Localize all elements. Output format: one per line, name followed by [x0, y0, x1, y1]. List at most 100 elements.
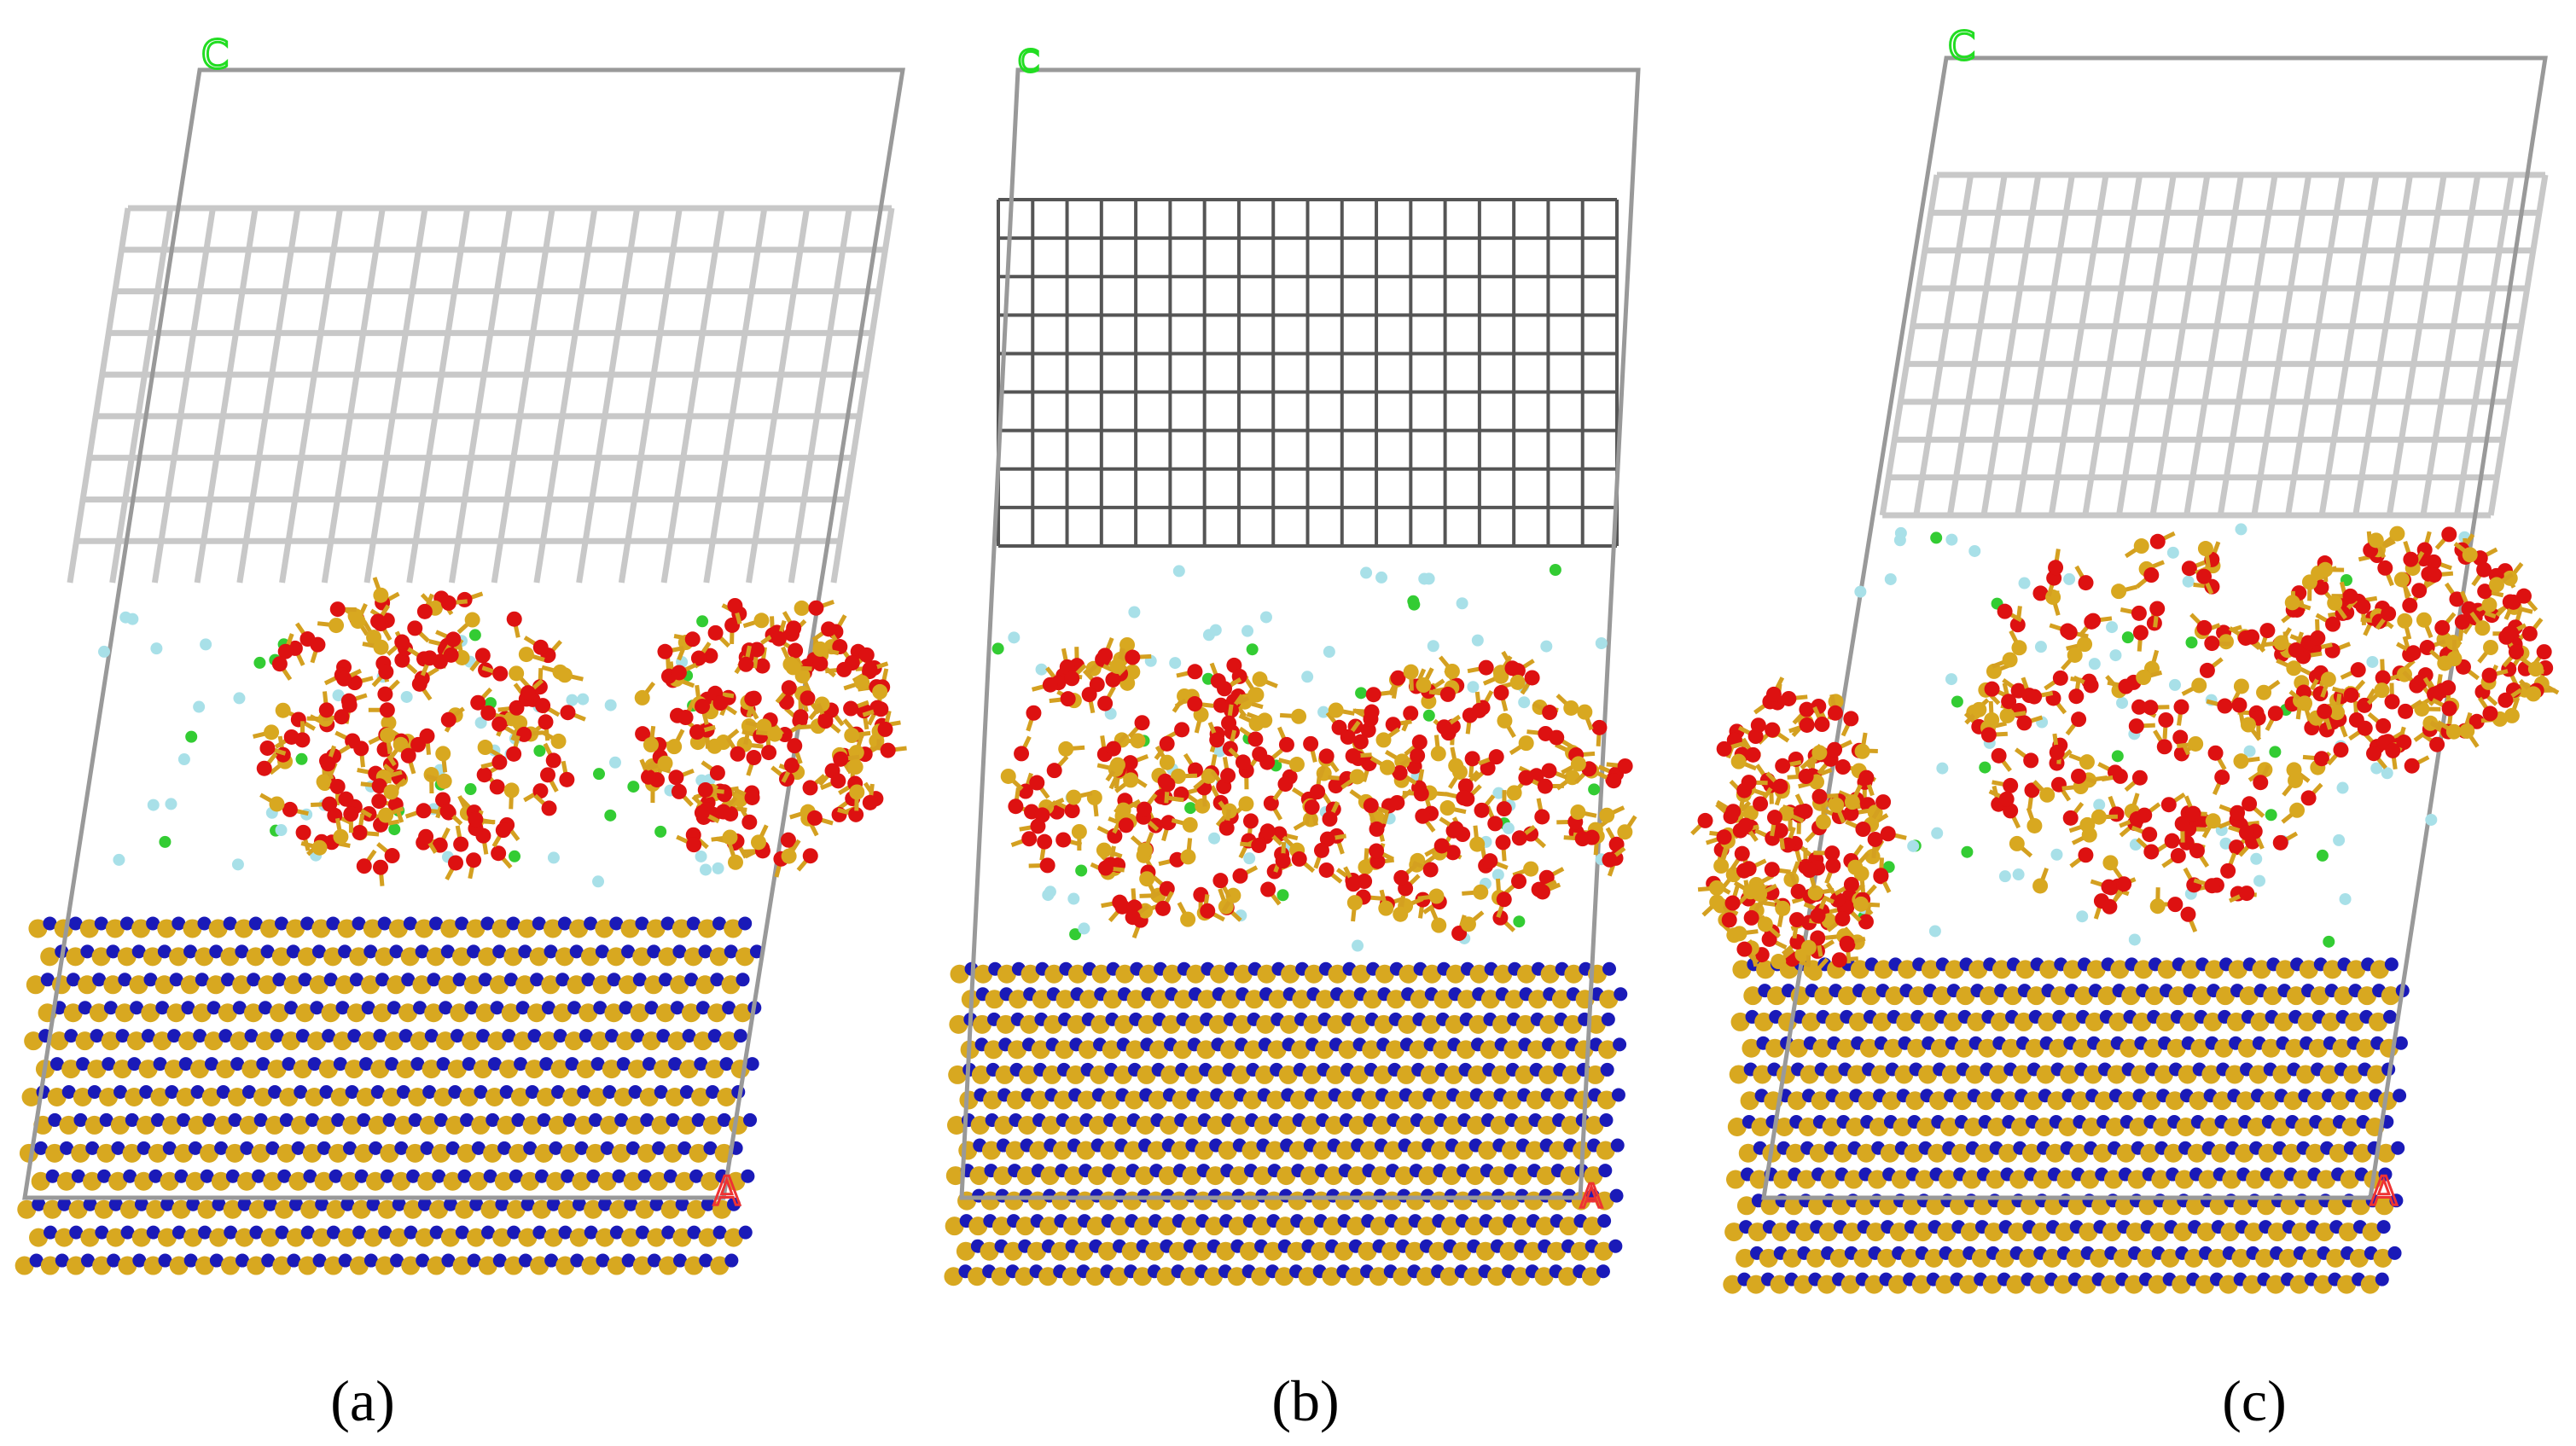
atom-gold [375, 1256, 395, 1275]
atom-gold [2011, 1118, 2031, 1136]
atom-blue [553, 1029, 567, 1043]
atom-gold [2282, 1143, 2301, 1163]
atom-gold [1018, 1116, 1038, 1135]
ion [1854, 585, 1867, 598]
atom-silicon [329, 618, 345, 634]
atom-gold [1184, 1065, 1204, 1084]
atom-gold [166, 1003, 186, 1023]
atom-gold [405, 1143, 425, 1163]
atom-blue [460, 1112, 474, 1127]
atom-blue [455, 1225, 469, 1240]
atom-gold [1523, 1241, 1543, 1261]
atom-gold [157, 919, 177, 938]
atom-gold [1814, 986, 1834, 1006]
atom-blue [322, 1029, 336, 1043]
atom-gold [452, 1256, 472, 1275]
ion [165, 798, 177, 810]
atom-gold [235, 1228, 254, 1247]
atom-oxygen [2116, 876, 2132, 892]
atom-gold [2006, 1275, 2026, 1294]
atom-gold [2116, 1143, 2136, 1163]
atom-silicon [2136, 670, 2152, 686]
atom-blue [97, 1169, 112, 1183]
atom-gold [2151, 1170, 2171, 1189]
atom-oxygen [2375, 670, 2391, 686]
atom-oxygen [1349, 769, 1365, 785]
atom-silicon [1829, 891, 1846, 908]
atom-gold [2247, 1118, 2266, 1136]
atom-gold [1825, 1012, 1845, 1031]
atom-gold [71, 1143, 90, 1163]
atom-blue [2375, 1272, 2389, 1286]
atom-blue [291, 1141, 305, 1155]
ion [608, 756, 621, 769]
atom-blue [726, 1197, 741, 1211]
ion [2063, 572, 2076, 585]
atom-gold [1960, 1222, 1980, 1242]
atom-oxygen [353, 740, 369, 757]
atom-oxygen [1464, 751, 1480, 767]
caption: (b) [1271, 1368, 1339, 1433]
atom-blue [235, 944, 249, 959]
atom-oxygen [2297, 695, 2313, 711]
atom-gold [1227, 1267, 1247, 1286]
atom-gold [2086, 960, 2106, 979]
atom-blue [335, 1001, 350, 1015]
atom-gold [455, 1199, 474, 1219]
atom-gold [944, 1267, 963, 1286]
atom-gold [1835, 1091, 1854, 1111]
atom-blue [614, 1112, 629, 1127]
atom-gold [2317, 1118, 2337, 1136]
atom-gold [204, 1031, 224, 1051]
atom-gold [1134, 1217, 1154, 1236]
atom-oxygen [781, 680, 797, 696]
atom-gold [1730, 1012, 1750, 1031]
ion [1360, 566, 1373, 579]
atom-silicon [2527, 661, 2544, 677]
atom-blue [218, 1029, 233, 1043]
atom-gold [616, 1031, 636, 1051]
atom-gold [265, 1115, 284, 1135]
ion [2323, 935, 2335, 948]
atom-gold [333, 1031, 352, 1051]
atom-oxygen [2289, 802, 2306, 818]
atom-gold [91, 947, 111, 967]
atom-gold [1410, 990, 1429, 1009]
atom-gold [1363, 990, 1382, 1009]
atom-gold [1210, 964, 1230, 984]
atom-gold [311, 1228, 331, 1247]
atom-gold [1054, 1090, 1073, 1110]
atom-blue [408, 1112, 422, 1127]
atom-oxygen [1488, 749, 1504, 765]
atom-gold [1801, 1012, 1821, 1031]
atom-oxygen [1469, 836, 1486, 852]
atom-gold [592, 975, 612, 995]
atom-gold [83, 1171, 102, 1191]
atom-oxygen [1328, 702, 1344, 718]
atom-gold [1230, 1166, 1249, 1186]
atom-blue [621, 944, 636, 959]
atom-gold [440, 1228, 460, 1247]
atom-gold [1031, 1040, 1050, 1060]
atom-gold [2097, 986, 2117, 1006]
atom-oxygen [877, 721, 893, 737]
atom-oxygen [538, 714, 554, 730]
atom-gold [375, 947, 394, 967]
ion [1104, 707, 1117, 720]
atom-silicon [2343, 687, 2359, 703]
atom-gold [1172, 1090, 1191, 1110]
atom-oxygen [495, 822, 511, 839]
atom-gold [2231, 1248, 2251, 1268]
atom-blue [357, 1112, 371, 1127]
atom-gold [1840, 1275, 1860, 1294]
atom-gold [1773, 1170, 1793, 1189]
atom-silicon [1765, 686, 1782, 702]
ion [2366, 655, 2379, 668]
ion [1467, 681, 1480, 694]
atom-gold [1065, 1116, 1084, 1135]
atom-oxygen [1252, 671, 1268, 688]
atom-gold [1276, 1217, 1295, 1236]
atom-gold [358, 1031, 378, 1051]
atom-blue [593, 1001, 608, 1015]
atom-blue [61, 1085, 76, 1099]
